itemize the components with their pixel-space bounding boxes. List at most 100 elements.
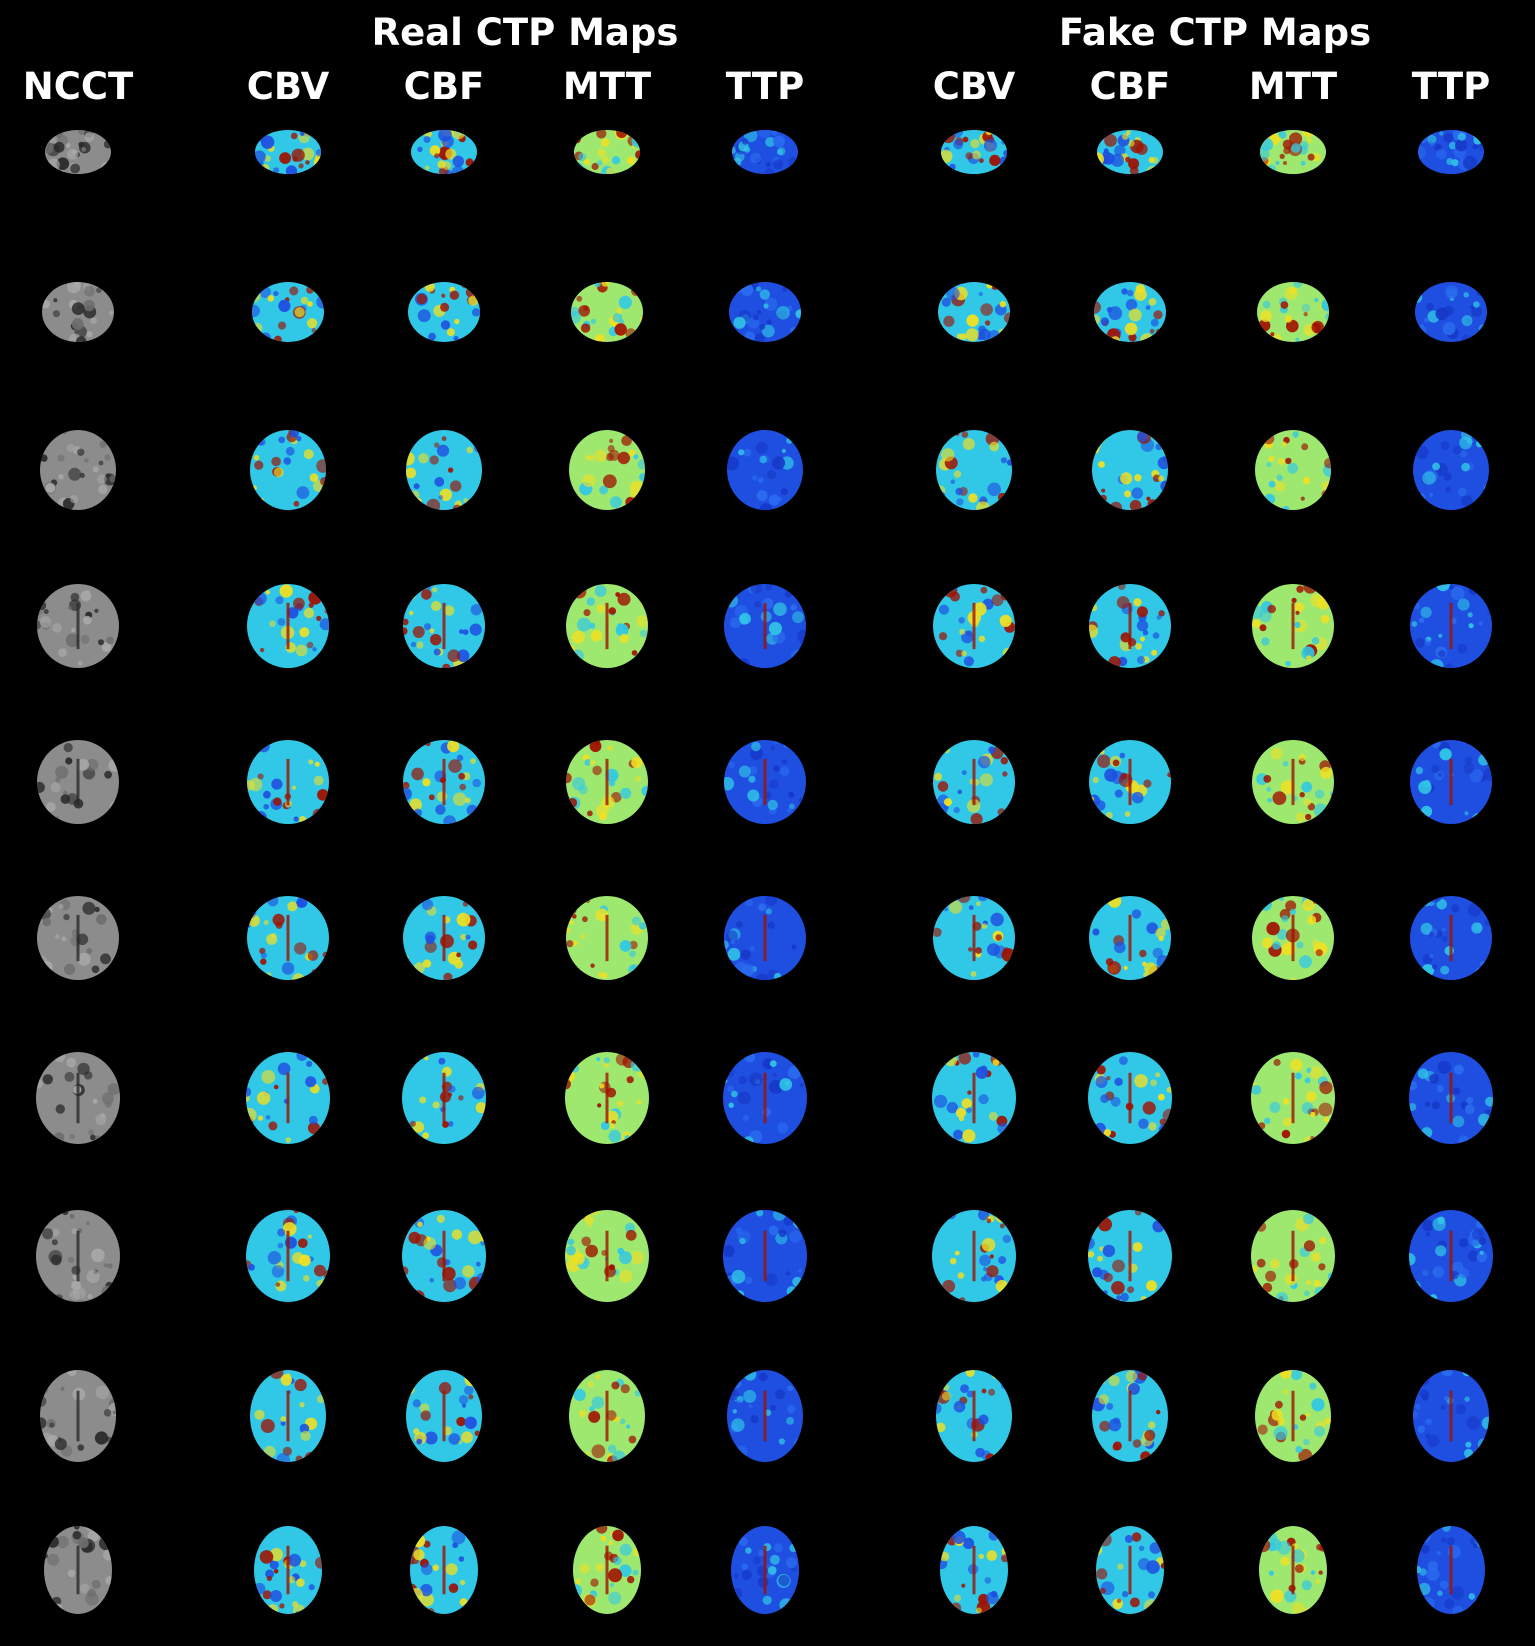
slice-ttp-row-3: [1391, 410, 1511, 530]
slice-cbf-row-10: [1070, 1510, 1190, 1630]
slice-cbf-row-9: [1070, 1356, 1190, 1476]
slice-cbf-row-1: [384, 92, 504, 212]
slice-ncct-row-1: [18, 92, 138, 212]
slice-cbv-row-2: [914, 252, 1034, 372]
slice-ttp-row-5: [705, 722, 825, 842]
slice-cbv-row-10: [228, 1510, 348, 1630]
group-title-real: Real CTP Maps: [371, 11, 679, 54]
slice-cbf-row-7: [384, 1038, 504, 1158]
slice-cbf-row-8: [1070, 1196, 1190, 1316]
column-label-real-mtt: MTT: [562, 65, 652, 108]
slice-mtt-row-8: [1233, 1196, 1353, 1316]
slice-cbv-row-3: [228, 410, 348, 530]
slice-cbf-row-5: [384, 722, 504, 842]
slice-cbv-row-9: [914, 1356, 1034, 1476]
slice-ttp-row-1: [705, 92, 825, 212]
slice-cbv-row-5: [914, 722, 1034, 842]
slice-ncct-row-4: [18, 566, 138, 686]
slice-cbf-row-10: [384, 1510, 504, 1630]
slice-ncct-row-5: [18, 722, 138, 842]
slice-ncct-row-6: [18, 878, 138, 998]
slice-mtt-row-2: [1233, 252, 1353, 372]
slice-mtt-row-3: [1233, 410, 1353, 530]
slice-cbv-row-8: [914, 1196, 1034, 1316]
slice-ttp-row-4: [705, 566, 825, 686]
slice-ncct-row-10: [18, 1510, 138, 1630]
slice-mtt-row-5: [1233, 722, 1353, 842]
slice-cbf-row-3: [384, 410, 504, 530]
slice-mtt-row-2: [547, 252, 667, 372]
slice-mtt-row-9: [547, 1356, 667, 1476]
slice-ttp-row-6: [1391, 878, 1511, 998]
slice-mtt-row-7: [547, 1038, 667, 1158]
slice-cbf-row-3: [1070, 410, 1190, 530]
slice-cbv-row-7: [914, 1038, 1034, 1158]
slice-mtt-row-7: [1233, 1038, 1353, 1158]
slice-ncct-row-3: [18, 410, 138, 530]
slice-cbv-row-4: [914, 566, 1034, 686]
slice-ttp-row-7: [705, 1038, 825, 1158]
slice-ttp-row-10: [705, 1510, 825, 1630]
slice-cbv-row-8: [228, 1196, 348, 1316]
slice-cbv-row-10: [914, 1510, 1034, 1630]
group-title-fake: Fake CTP Maps: [1058, 11, 1372, 54]
slice-cbv-row-6: [914, 878, 1034, 998]
slice-cbv-row-3: [914, 410, 1034, 530]
slice-mtt-row-10: [1233, 1510, 1353, 1630]
slice-mtt-row-9: [1233, 1356, 1353, 1476]
column-label-real-ttp: TTP: [725, 65, 805, 108]
slice-ttp-row-7: [1391, 1038, 1511, 1158]
slice-ttp-row-9: [705, 1356, 825, 1476]
slice-cbv-row-1: [914, 92, 1034, 212]
slice-cbf-row-1: [1070, 92, 1190, 212]
slice-cbv-row-9: [228, 1356, 348, 1476]
column-label-real-cbf: CBF: [403, 65, 485, 108]
slice-cbv-row-7: [228, 1038, 348, 1158]
slice-mtt-row-5: [547, 722, 667, 842]
slice-ttp-row-8: [705, 1196, 825, 1316]
slice-cbf-row-2: [1070, 252, 1190, 372]
slice-ttp-row-10: [1391, 1510, 1511, 1630]
slice-cbv-row-5: [228, 722, 348, 842]
slice-cbf-row-6: [384, 878, 504, 998]
slice-mtt-row-8: [547, 1196, 667, 1316]
slice-cbv-row-6: [228, 878, 348, 998]
column-label-fake-cbv: CBV: [932, 65, 1016, 108]
slice-cbf-row-9: [384, 1356, 504, 1476]
slice-cbf-row-4: [384, 566, 504, 686]
slice-ttp-row-3: [705, 410, 825, 530]
slice-ncct-row-8: [18, 1196, 138, 1316]
slice-mtt-row-3: [547, 410, 667, 530]
slice-ttp-row-5: [1391, 722, 1511, 842]
slice-ttp-row-1: [1391, 92, 1511, 212]
slice-cbf-row-4: [1070, 566, 1190, 686]
slice-mtt-row-10: [547, 1510, 667, 1630]
column-label-fake-cbf: CBF: [1089, 65, 1171, 108]
slice-mtt-row-4: [1233, 566, 1353, 686]
slice-ttp-row-9: [1391, 1356, 1511, 1476]
slice-mtt-row-4: [547, 566, 667, 686]
slice-cbv-row-2: [228, 252, 348, 372]
slice-cbf-row-8: [384, 1196, 504, 1316]
slice-ttp-row-2: [1391, 252, 1511, 372]
slice-ncct-row-9: [18, 1356, 138, 1476]
slice-cbv-row-4: [228, 566, 348, 686]
column-label-fake-mtt: MTT: [1248, 65, 1338, 108]
slice-ttp-row-2: [705, 252, 825, 372]
slice-ttp-row-8: [1391, 1196, 1511, 1316]
slice-ncct-row-2: [18, 252, 138, 372]
slice-mtt-row-1: [1233, 92, 1353, 212]
column-label-real-cbv: CBV: [246, 65, 330, 108]
slice-ncct-row-7: [18, 1038, 138, 1158]
slice-ttp-row-6: [705, 878, 825, 998]
slice-ttp-row-4: [1391, 566, 1511, 686]
slice-cbf-row-5: [1070, 722, 1190, 842]
slice-mtt-row-6: [1233, 878, 1353, 998]
slice-cbf-row-2: [384, 252, 504, 372]
column-label-ncct: NCCT: [22, 65, 134, 108]
slice-cbf-row-6: [1070, 878, 1190, 998]
slice-cbv-row-1: [228, 92, 348, 212]
slice-mtt-row-6: [547, 878, 667, 998]
column-label-fake-ttp: TTP: [1411, 65, 1491, 108]
